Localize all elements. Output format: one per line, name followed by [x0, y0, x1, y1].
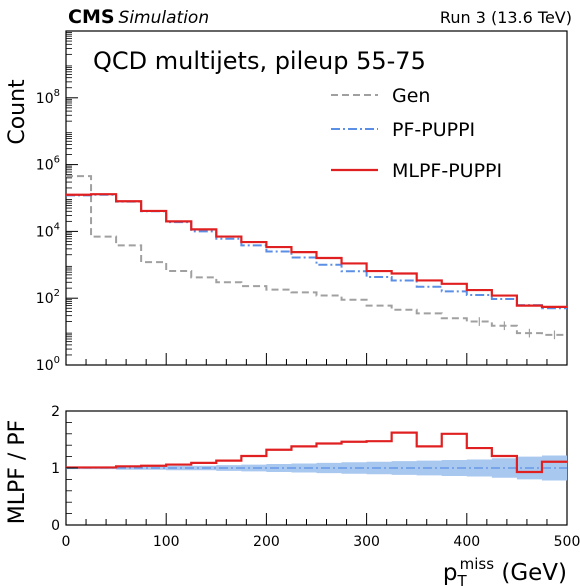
- ratio-panel: MLPF / PF 0 1 2 0 100 200 300 400 500 pTmiss (G…: [5, 404, 580, 586]
- legend-entry: PF-PUPPI: [392, 119, 475, 141]
- ratio-series-group: [66, 431, 567, 474]
- top-histogram-panel: QCD multijets, pileup 55-75 Count 100 102…: [5, 30, 568, 374]
- top-y-axis: 100 102 104 106 108: [36, 32, 78, 374]
- top-y-axis-label: Count: [5, 79, 30, 145]
- top-y-tick-label: 106: [36, 155, 60, 174]
- legend-entry: Gen: [392, 85, 430, 107]
- ratio-x-tick-label: 100: [153, 534, 180, 550]
- ratio-x-tick-label: 400: [453, 534, 480, 550]
- series-gen: [66, 175, 567, 336]
- cms-label: CMS: [68, 6, 115, 28]
- ratio-y-axis: 0 1 2: [51, 404, 78, 534]
- top-series-group: [66, 175, 567, 340]
- ratio-x-axis: 0 100 200 300 400 500: [62, 513, 580, 550]
- ratio-x-tick-label: 500: [554, 534, 580, 550]
- run-label: Run 3 (13.6 TeV): [440, 8, 572, 27]
- top-x-axis-ticks: [65, 353, 568, 365]
- top-y-tick-label: 102: [36, 288, 60, 307]
- top-panel-frame: [65, 30, 568, 366]
- simulation-label: Simulation: [119, 8, 210, 28]
- top-y-tick-label: 104: [36, 221, 60, 240]
- ratio-series-mlpf-over-pf: [66, 431, 567, 474]
- ratio-x-tick-label: 200: [253, 534, 280, 550]
- x-axis-label: pTmiss (GeV): [443, 555, 567, 586]
- ratio-y-tick-label: 2: [51, 404, 60, 420]
- ratio-y-axis-label: MLPF / PF: [5, 420, 30, 524]
- ratio-x-tick-label: 300: [353, 534, 380, 550]
- ratio-x-tick-label: 0: [62, 534, 71, 550]
- top-y-tick-label: 100: [36, 355, 60, 374]
- legend: Gen PF-PUPPI MLPF-PUPPI: [331, 85, 502, 182]
- ratio-y-tick-label: 0: [51, 518, 60, 534]
- top-panel-title: QCD multijets, pileup 55-75: [93, 47, 426, 75]
- top-y-tick-label: 108: [36, 88, 60, 107]
- ratio-y-tick-label: 1: [51, 461, 60, 477]
- legend-entry: MLPF-PUPPI: [392, 160, 502, 182]
- series-mlpf-puppi: [66, 193, 567, 308]
